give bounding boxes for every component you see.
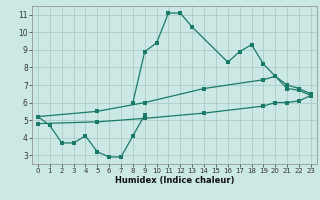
X-axis label: Humidex (Indice chaleur): Humidex (Indice chaleur) — [115, 176, 234, 185]
